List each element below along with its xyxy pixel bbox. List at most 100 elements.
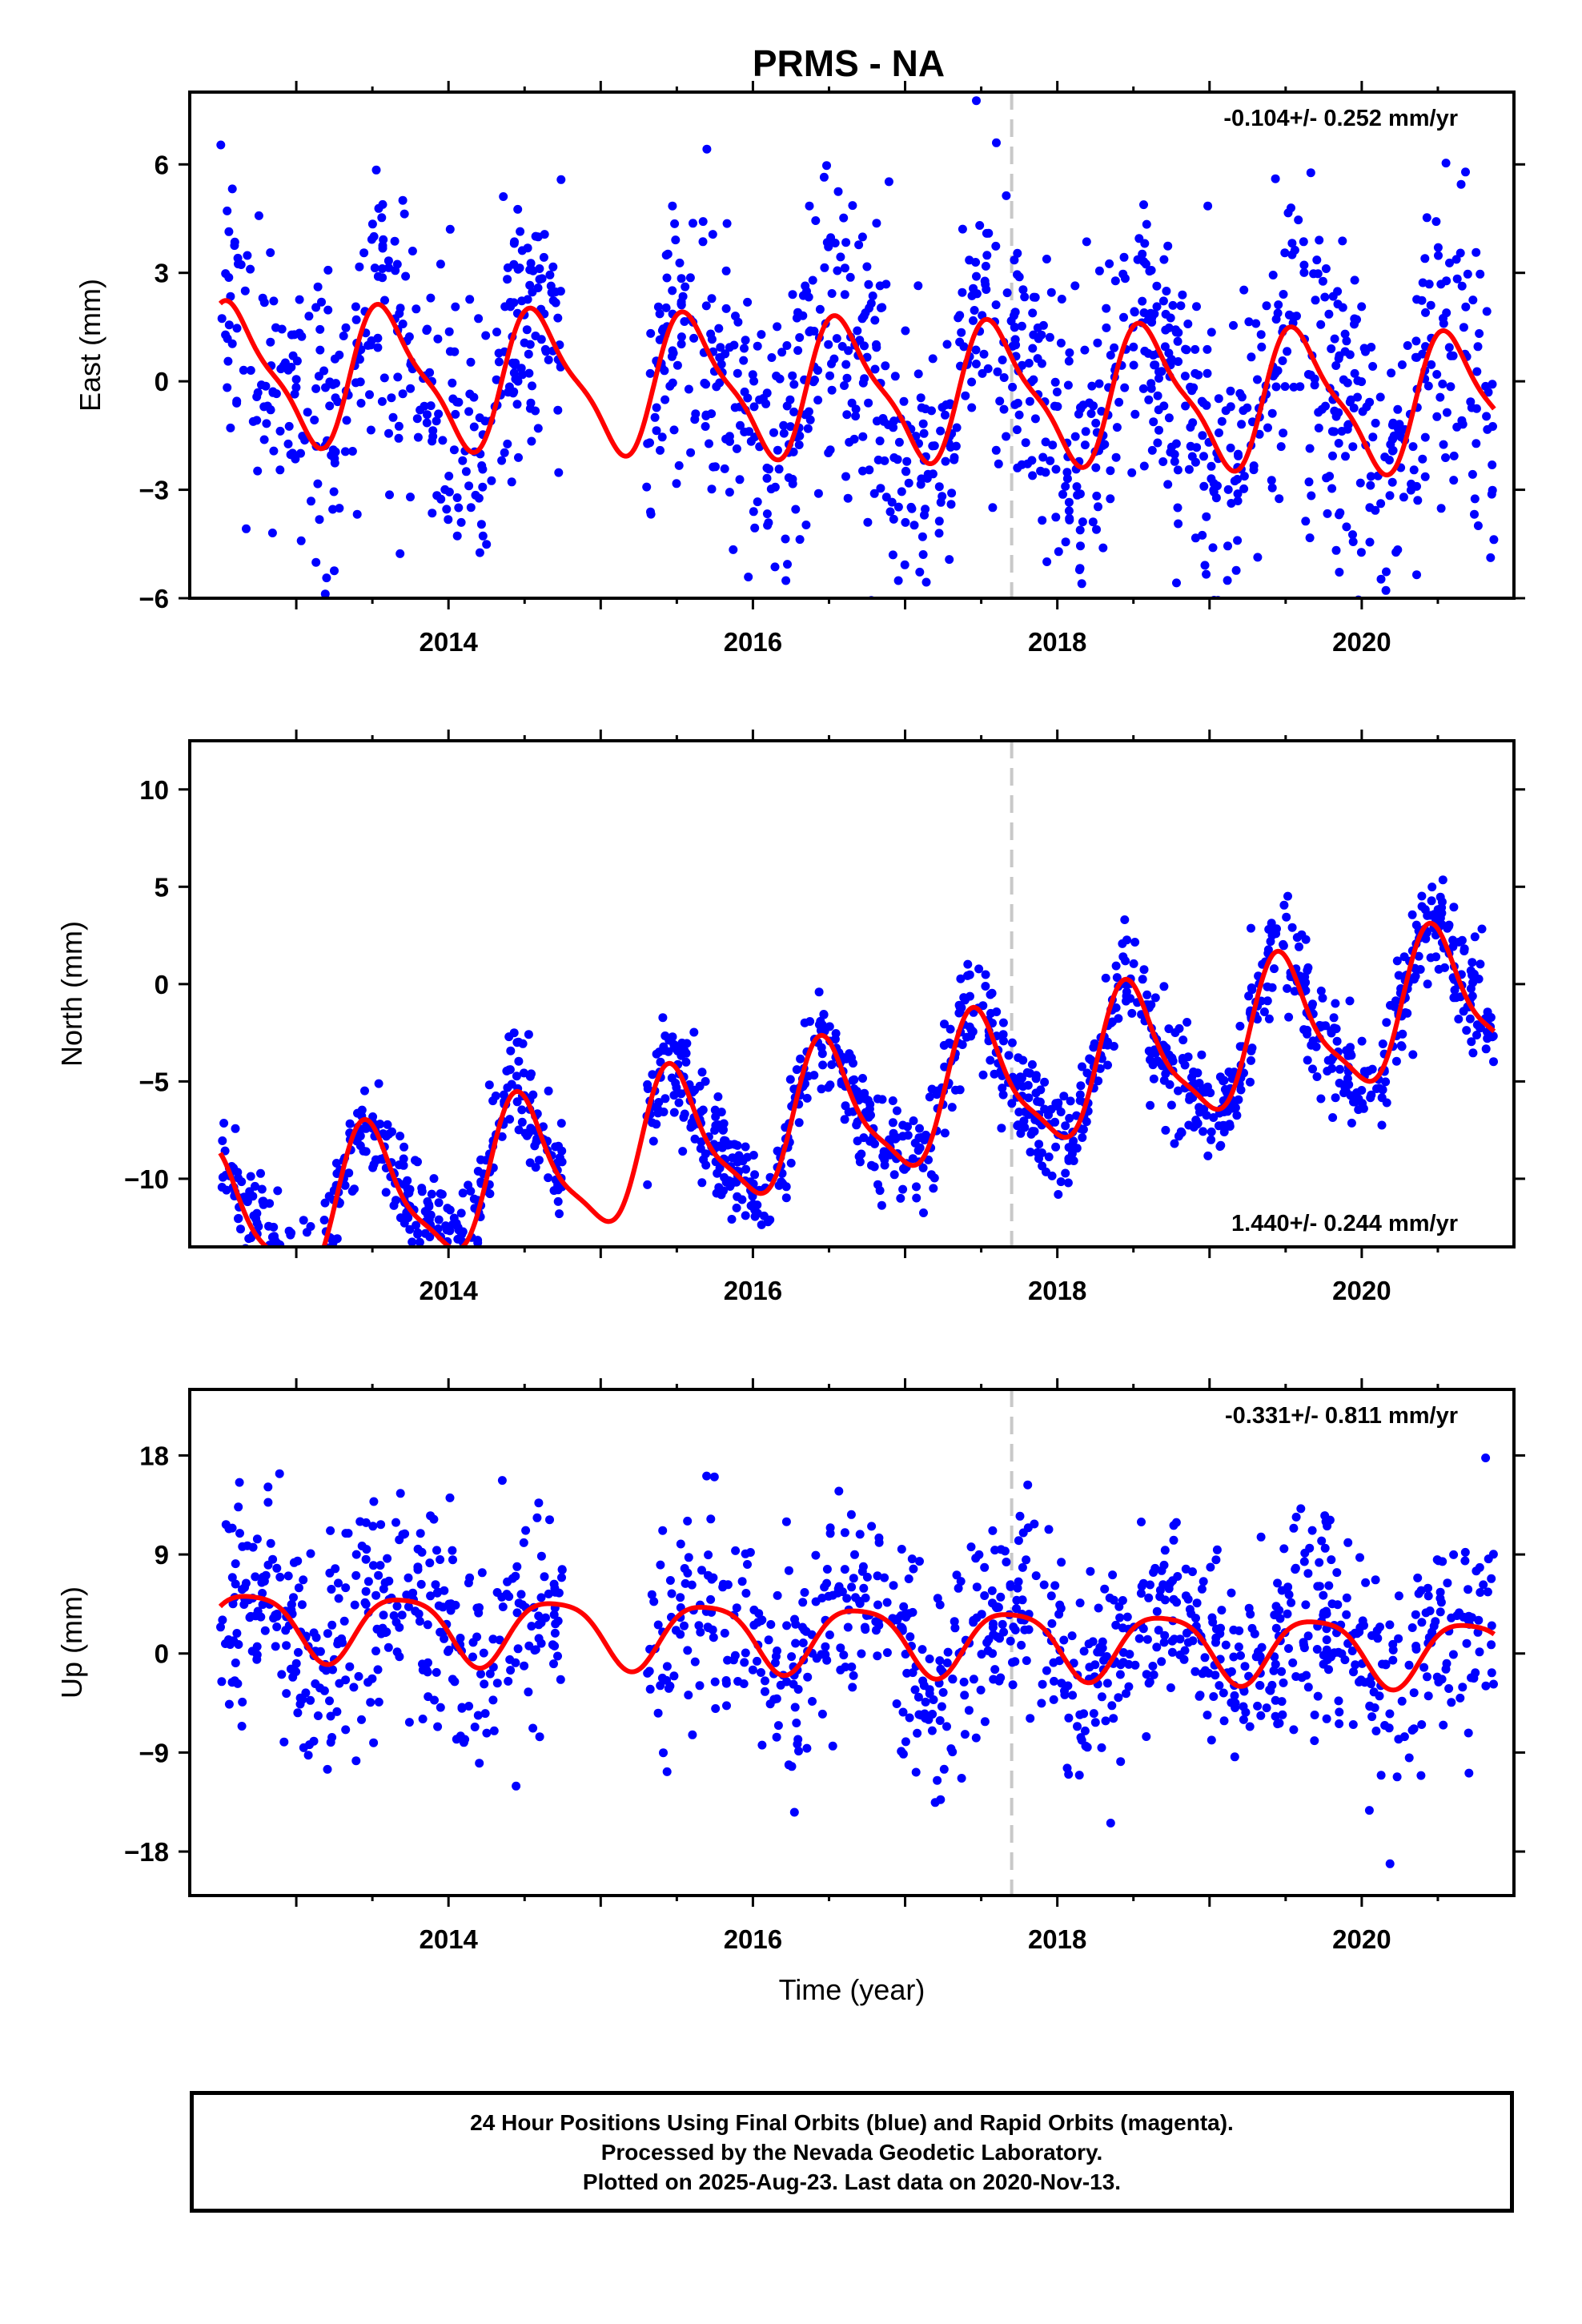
data-point: [832, 334, 841, 344]
data-point: [681, 1057, 691, 1067]
data-point: [1147, 313, 1157, 323]
data-point: [1324, 1581, 1334, 1590]
data-point: [351, 315, 361, 324]
data-point: [1171, 328, 1181, 337]
data-point: [295, 1693, 305, 1703]
data-point: [999, 1627, 1009, 1637]
data-point: [1267, 483, 1277, 493]
data-point: [495, 1635, 504, 1645]
data-point: [853, 326, 862, 336]
data-point: [372, 1624, 382, 1634]
data-point: [1051, 464, 1061, 474]
data-point: [1080, 345, 1090, 355]
data-point: [680, 1109, 689, 1119]
data-point: [1203, 368, 1212, 378]
data-point: [822, 1565, 832, 1574]
data-point: [1318, 276, 1327, 286]
data-point: [1064, 506, 1074, 516]
data-point: [869, 489, 879, 498]
data-point: [396, 304, 405, 313]
data-point: [443, 1248, 452, 1257]
data-point: [782, 1677, 792, 1687]
data-point: [892, 1699, 901, 1708]
data-point: [1142, 990, 1152, 999]
data-point: [1366, 480, 1375, 490]
data-point: [452, 493, 462, 502]
data-point: [422, 326, 432, 336]
data-point: [1118, 1658, 1128, 1667]
data-point: [512, 1562, 522, 1571]
data-point: [259, 402, 269, 412]
data-point: [1129, 360, 1138, 370]
data-point: [1094, 266, 1104, 275]
data-point: [919, 428, 929, 438]
data-point: [1420, 432, 1430, 442]
data-point: [700, 378, 709, 388]
data-point: [452, 1267, 461, 1276]
data-point: [1223, 576, 1232, 585]
data-point: [998, 1018, 1008, 1027]
data-point: [1166, 1100, 1176, 1110]
data-point: [451, 409, 460, 419]
data-point: [1244, 1603, 1254, 1613]
data-point: [727, 1215, 737, 1224]
data-point: [1461, 167, 1470, 177]
data-point: [1427, 360, 1436, 369]
data-point: [456, 1208, 466, 1218]
data-point: [909, 1564, 918, 1574]
data-point: [540, 1572, 549, 1582]
data-point: [703, 1622, 713, 1632]
data-point: [1182, 345, 1191, 355]
data-point: [1173, 336, 1182, 346]
data-point: [974, 964, 984, 974]
data-point: [512, 1072, 521, 1081]
data-point: [1444, 1684, 1454, 1693]
data-point: [819, 172, 829, 182]
data-point: [1102, 1679, 1112, 1688]
data-point: [855, 1598, 865, 1608]
data-point: [1290, 987, 1299, 996]
data-point: [881, 493, 891, 502]
data-point: [1266, 937, 1275, 947]
data-point: [1215, 1681, 1224, 1691]
data-point: [1271, 1623, 1281, 1633]
data-point: [782, 341, 792, 350]
data-point: [509, 298, 519, 308]
data-point: [476, 520, 486, 529]
data-point: [734, 1152, 744, 1162]
data-point: [1170, 1139, 1179, 1148]
data-point: [987, 988, 997, 998]
data-point: [676, 1539, 685, 1549]
data-point: [969, 316, 978, 325]
data-point: [935, 1600, 945, 1610]
x-axis-label: Time (year): [779, 1973, 926, 2006]
data-point: [643, 1084, 652, 1093]
data-point: [299, 1216, 308, 1225]
data-point: [467, 1262, 476, 1271]
data-point: [1036, 1085, 1046, 1095]
data-point: [1420, 472, 1430, 481]
data-point: [1087, 381, 1097, 391]
data-point: [512, 1781, 521, 1791]
data-point: [312, 1262, 321, 1271]
data-point: [345, 1119, 355, 1128]
data-point: [1367, 1090, 1376, 1100]
data-point: [524, 1641, 534, 1651]
data-point: [998, 1084, 1007, 1093]
data-point: [1017, 321, 1026, 331]
data-point: [1371, 505, 1380, 515]
data-point: [1335, 1707, 1344, 1717]
data-point: [1064, 497, 1074, 507]
data-point: [1434, 251, 1443, 260]
data-point: [1356, 548, 1366, 557]
data-point: [298, 432, 307, 441]
data-point: [963, 959, 973, 969]
data-point: [1255, 429, 1264, 439]
data-point: [1226, 386, 1235, 396]
data-point: [1118, 269, 1128, 279]
data-point: [484, 1080, 494, 1090]
data-point: [371, 1647, 380, 1656]
data-point: [466, 357, 476, 367]
data-point: [556, 175, 566, 184]
data-point: [876, 304, 885, 312]
